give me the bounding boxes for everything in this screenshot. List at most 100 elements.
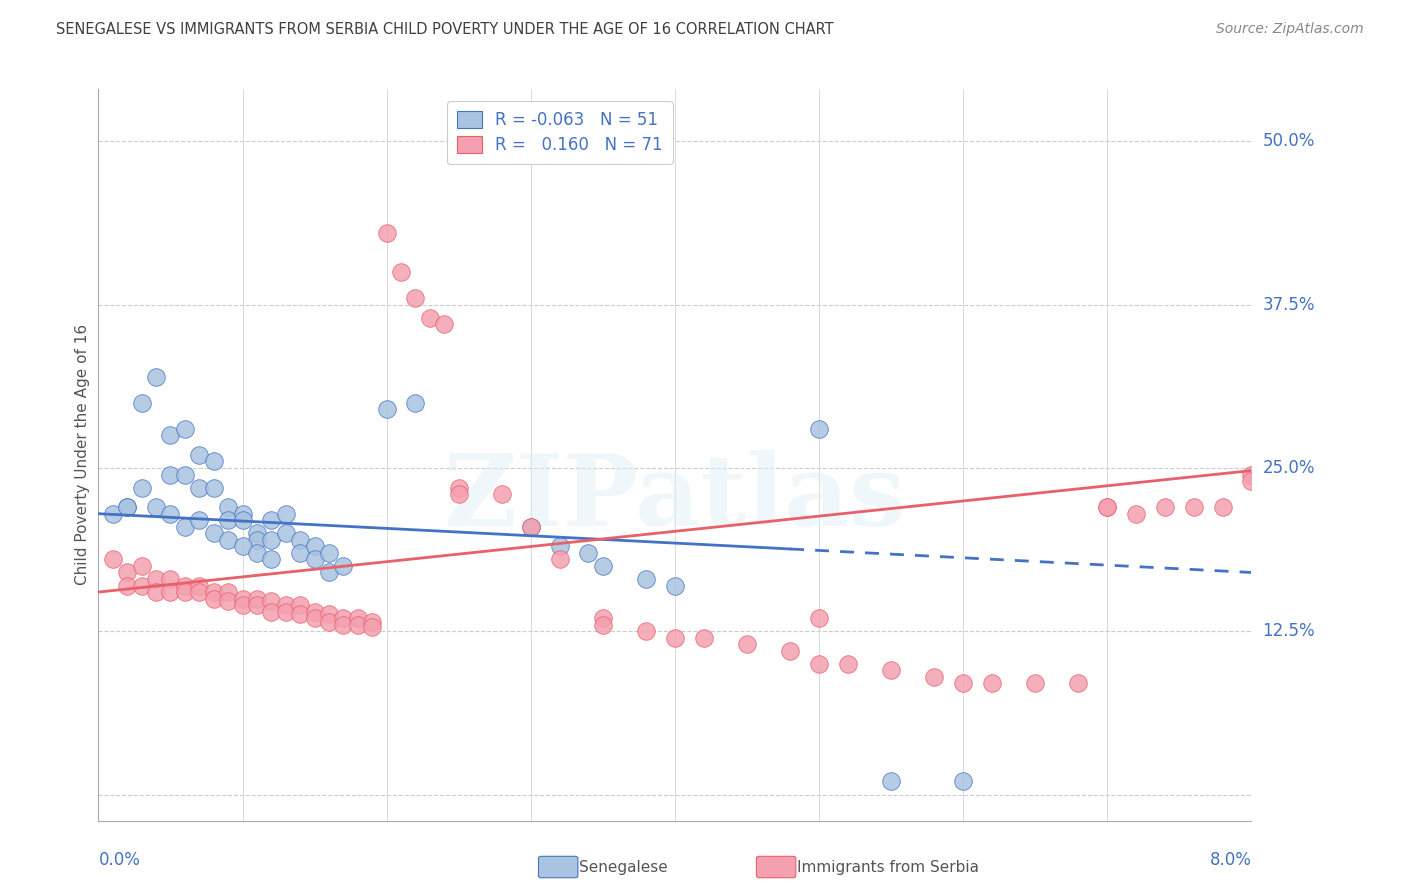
Point bbox=[274, 598, 297, 612]
Point bbox=[145, 500, 167, 515]
Point bbox=[188, 481, 211, 495]
Point bbox=[274, 507, 297, 521]
Point bbox=[346, 617, 368, 632]
Point bbox=[837, 657, 859, 671]
Point bbox=[217, 500, 239, 515]
Point bbox=[332, 558, 354, 573]
Point bbox=[274, 526, 297, 541]
Point bbox=[318, 546, 340, 560]
Point bbox=[131, 578, 153, 592]
Text: Immigrants from Serbia: Immigrants from Serbia bbox=[797, 861, 979, 875]
Y-axis label: Child Poverty Under the Age of 16: Child Poverty Under the Age of 16 bbox=[75, 325, 90, 585]
Point bbox=[304, 539, 326, 553]
Point bbox=[188, 578, 211, 592]
Point bbox=[260, 552, 283, 566]
Text: 50.0%: 50.0% bbox=[1263, 132, 1315, 151]
Point bbox=[159, 572, 181, 586]
Point bbox=[174, 422, 197, 436]
Point bbox=[290, 533, 312, 547]
Point bbox=[274, 605, 297, 619]
Point bbox=[1240, 474, 1263, 488]
Point bbox=[735, 637, 758, 651]
Point bbox=[419, 310, 441, 325]
Point bbox=[260, 513, 283, 527]
Point bbox=[188, 448, 211, 462]
Text: 0.0%: 0.0% bbox=[98, 851, 141, 869]
Point bbox=[592, 611, 614, 625]
Point bbox=[217, 533, 239, 547]
Point bbox=[318, 615, 340, 629]
Point bbox=[304, 605, 326, 619]
Point bbox=[807, 611, 830, 625]
Text: SENEGALESE VS IMMIGRANTS FROM SERBIA CHILD POVERTY UNDER THE AGE OF 16 CORRELATI: SENEGALESE VS IMMIGRANTS FROM SERBIA CHI… bbox=[56, 22, 834, 37]
Point bbox=[1067, 676, 1090, 690]
Point bbox=[159, 428, 181, 442]
Point bbox=[636, 572, 658, 586]
Point bbox=[1211, 500, 1234, 515]
Point bbox=[246, 598, 269, 612]
Point bbox=[217, 594, 239, 608]
Point bbox=[174, 585, 197, 599]
Point bbox=[202, 454, 225, 468]
Point bbox=[304, 611, 326, 625]
Point bbox=[361, 620, 384, 634]
Point bbox=[304, 552, 326, 566]
Text: 25.0%: 25.0% bbox=[1263, 459, 1315, 477]
Point bbox=[217, 513, 239, 527]
Point bbox=[131, 395, 153, 409]
Point bbox=[433, 318, 456, 332]
Point bbox=[375, 402, 398, 417]
Text: 37.5%: 37.5% bbox=[1263, 296, 1315, 314]
Point bbox=[202, 585, 225, 599]
Point bbox=[1153, 500, 1175, 515]
Point bbox=[188, 513, 211, 527]
Point bbox=[548, 539, 571, 553]
Point bbox=[174, 578, 197, 592]
Point bbox=[246, 533, 269, 547]
Point bbox=[1097, 500, 1119, 515]
Point bbox=[131, 558, 153, 573]
Text: Senegalese: Senegalese bbox=[579, 861, 668, 875]
Point bbox=[389, 265, 412, 279]
Point bbox=[145, 585, 167, 599]
Point bbox=[202, 526, 225, 541]
Point bbox=[246, 546, 269, 560]
Point bbox=[117, 500, 138, 515]
Point bbox=[332, 611, 354, 625]
Point bbox=[693, 631, 716, 645]
Point bbox=[405, 395, 427, 409]
Point bbox=[290, 546, 312, 560]
Point bbox=[491, 487, 513, 501]
Point bbox=[952, 774, 974, 789]
Point bbox=[231, 539, 254, 553]
Point bbox=[375, 226, 398, 240]
Text: 8.0%: 8.0% bbox=[1209, 851, 1251, 869]
Point bbox=[188, 585, 211, 599]
Point bbox=[246, 591, 269, 606]
Point bbox=[101, 552, 124, 566]
Point bbox=[952, 676, 974, 690]
Point bbox=[1125, 507, 1147, 521]
Point bbox=[346, 611, 368, 625]
Point bbox=[578, 546, 600, 560]
Point bbox=[117, 500, 138, 515]
Point bbox=[807, 657, 830, 671]
Point bbox=[1097, 500, 1119, 515]
Point bbox=[260, 533, 283, 547]
Point bbox=[231, 513, 254, 527]
Point bbox=[664, 578, 686, 592]
Point bbox=[981, 676, 1004, 690]
Point bbox=[1182, 500, 1205, 515]
Text: ZIPatlas: ZIPatlas bbox=[444, 450, 905, 548]
Point bbox=[1240, 467, 1263, 482]
Point bbox=[117, 578, 138, 592]
Point bbox=[548, 552, 571, 566]
Point bbox=[592, 558, 614, 573]
Point bbox=[159, 585, 181, 599]
Point bbox=[101, 507, 124, 521]
Point bbox=[174, 467, 197, 482]
Point bbox=[405, 291, 427, 305]
Point bbox=[664, 631, 686, 645]
Legend: R = -0.063   N = 51, R =   0.160   N = 71: R = -0.063 N = 51, R = 0.160 N = 71 bbox=[447, 101, 672, 164]
Point bbox=[1024, 676, 1046, 690]
